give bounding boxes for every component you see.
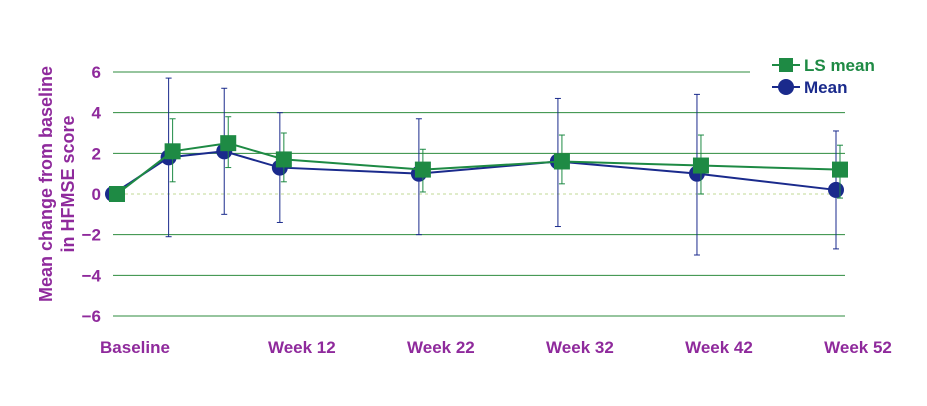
y-tick-labels: 6 4 2 0 −2 −4 −6 bbox=[82, 63, 102, 326]
y-tick-label: 6 bbox=[92, 63, 101, 82]
legend: LS mean Mean bbox=[772, 56, 875, 97]
y-axis-label-line-2: in HFMSE score bbox=[58, 115, 78, 252]
data-point-square bbox=[832, 161, 848, 178]
data-point-circle bbox=[828, 181, 844, 198]
x-tick-label: Week 22 bbox=[407, 338, 475, 357]
x-tick-label: Week 32 bbox=[546, 338, 614, 357]
x-tick-labels: Baseline Week 12 Week 22 Week 32 Week 42 Week… bbox=[100, 338, 892, 357]
series-layer bbox=[105, 77, 848, 256]
y-tick-label: 4 bbox=[92, 104, 102, 123]
legend-label-mean: Mean bbox=[804, 78, 847, 97]
data-point-square bbox=[220, 135, 237, 152]
y-tick-label: −6 bbox=[82, 307, 101, 326]
y-tick-label: 2 bbox=[92, 144, 101, 163]
y-axis-label-line-1: Mean change from baseline bbox=[36, 66, 56, 302]
x-tick-label: Week 42 bbox=[685, 338, 753, 357]
legend-item-mean: Mean bbox=[772, 78, 847, 97]
legend-label-ls-mean: LS mean bbox=[804, 56, 875, 75]
y-tick-label: −2 bbox=[82, 226, 101, 245]
legend-item-ls-mean: LS mean bbox=[772, 56, 875, 75]
y-tick-label: −4 bbox=[82, 266, 102, 285]
gridlines bbox=[113, 71, 845, 317]
data-point-square bbox=[553, 153, 570, 170]
data-point-square bbox=[275, 151, 292, 168]
legend-square-icon bbox=[779, 58, 793, 72]
series-ls-mean bbox=[109, 116, 848, 202]
legend-circle-icon bbox=[778, 79, 794, 95]
x-tick-label: Baseline bbox=[100, 338, 170, 357]
data-point-square bbox=[692, 157, 709, 174]
y-tick-label: 0 bbox=[92, 185, 101, 204]
data-point-square bbox=[109, 186, 125, 202]
data-point-square bbox=[414, 161, 431, 178]
x-tick-label: Week 12 bbox=[268, 338, 336, 357]
series-line bbox=[116, 142, 841, 195]
data-point-square bbox=[164, 143, 181, 160]
y-axis-label: Mean change from baseline in HFMSE score bbox=[36, 66, 78, 302]
x-tick-label: Week 52 bbox=[824, 338, 892, 357]
